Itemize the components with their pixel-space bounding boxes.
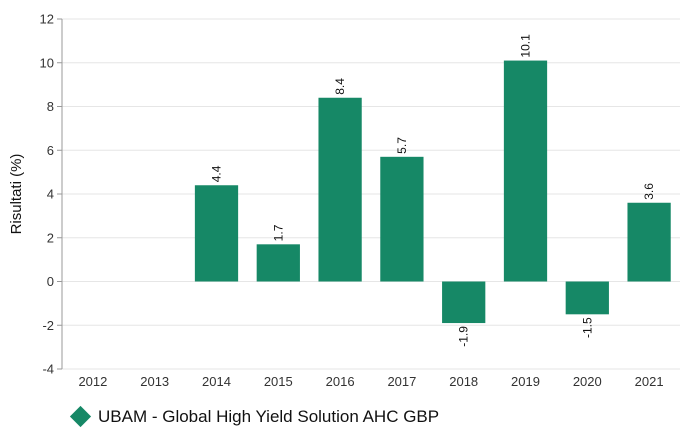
x-tick-label: 2016 <box>326 374 355 389</box>
bar[interactable] <box>503 60 548 282</box>
gridlines <box>62 18 680 370</box>
data-label: 3.6 <box>642 183 656 200</box>
x-tick-label: 2021 <box>635 374 664 389</box>
y-tick-label: 12 <box>40 12 54 27</box>
bar[interactable] <box>194 185 239 282</box>
data-label: 5.7 <box>395 137 409 154</box>
x-tick-label: 2020 <box>573 374 602 389</box>
data-labels: 4.4 1.7 8.4 5.7 -1.9 10.1 -1.5 3.6 <box>210 34 657 347</box>
legend-label: UBAM - Global High Yield Solution AHC GB… <box>98 407 439 426</box>
bar[interactable] <box>442 281 486 324</box>
y-tick-label: -2 <box>42 318 54 333</box>
bars <box>194 60 671 324</box>
y-tick-label: -4 <box>42 362 54 377</box>
legend-marker-icon <box>69 405 92 428</box>
data-label: 4.4 <box>210 165 224 182</box>
x-tick-label: 2015 <box>264 374 293 389</box>
bar[interactable] <box>256 244 300 282</box>
bar[interactable] <box>565 281 609 315</box>
x-tick-label: 2012 <box>78 374 107 389</box>
x-tick-label: 2014 <box>202 374 231 389</box>
bar[interactable] <box>318 97 362 282</box>
y-tick-label: 0 <box>47 274 54 289</box>
legend[interactable]: UBAM - Global High Yield Solution AHC GB… <box>69 405 439 428</box>
bar[interactable] <box>627 202 671 282</box>
data-label: -1.9 <box>457 326 471 347</box>
x-tick-label: 2013 <box>140 374 169 389</box>
y-tick-label: 10 <box>40 55 54 70</box>
data-label: -1.5 <box>580 317 594 338</box>
data-label: 8.4 <box>333 78 347 95</box>
y-tick-label: 2 <box>47 230 54 245</box>
y-tick-label: 8 <box>47 99 54 114</box>
data-label: 10.1 <box>519 34 533 58</box>
data-label: 1.7 <box>271 224 285 241</box>
axes: -4 -2 0 2 4 6 8 10 12 2012 2013 2014 2015 2016 2017 201… <box>40 12 664 390</box>
y-tick-label: 4 <box>47 187 54 202</box>
y-axis-title: Risultati (%) <box>8 154 25 235</box>
bar[interactable] <box>380 156 424 282</box>
x-tick-label: 2018 <box>449 374 478 389</box>
y-tick-label: 6 <box>47 143 54 158</box>
x-tick-label: 2017 <box>387 374 416 389</box>
x-tick-label: 2019 <box>511 374 540 389</box>
